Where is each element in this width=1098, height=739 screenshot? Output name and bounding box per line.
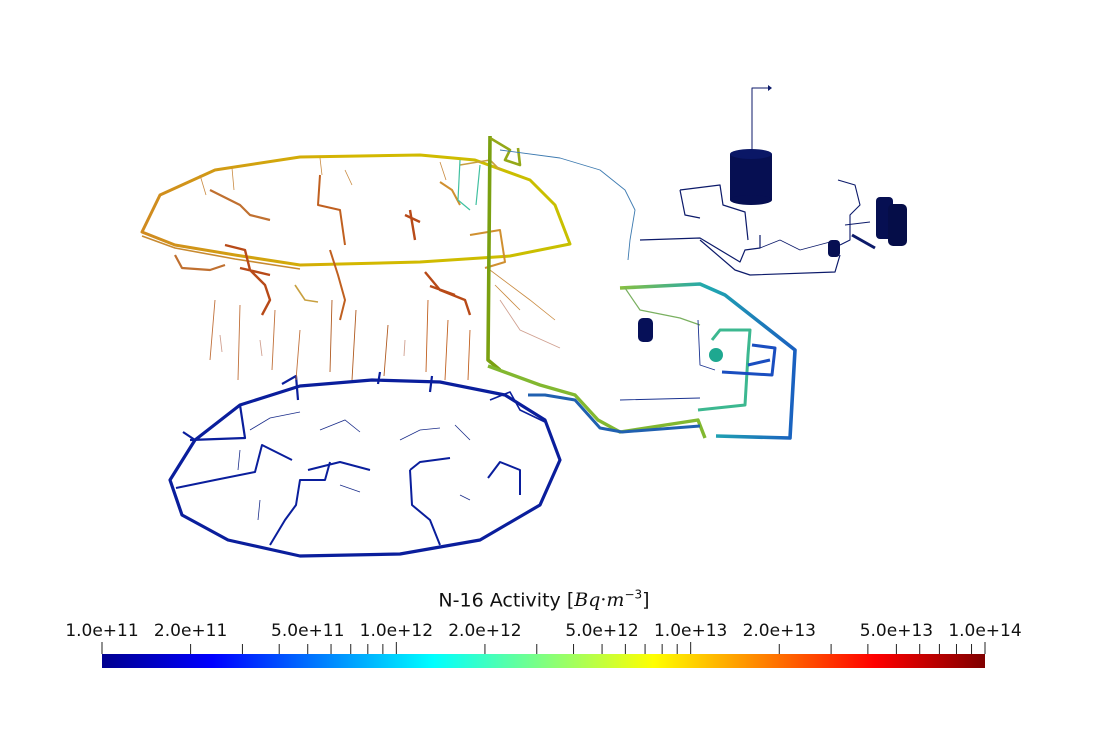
vent-arrow-icon: [768, 85, 772, 91]
colorbar-tick-label: 1.0e+14: [948, 621, 1022, 641]
colorbar-tick-label: 2.0e+12: [448, 621, 522, 641]
riser-pipe: [457, 135, 636, 372]
storage-tank-pair: [828, 197, 907, 257]
lower-ring-piping: [168, 371, 562, 558]
upper-ring-thin-lines: [199, 157, 556, 321]
colorbar-tick-label: 2.0e+13: [742, 621, 816, 641]
core-vertical-channels: [209, 299, 561, 381]
colorbar-tick-label: 5.0e+11: [271, 621, 345, 641]
colorbar-tick-label: 1.0e+12: [359, 621, 434, 641]
small-tank-left: [638, 318, 653, 342]
colorbar-tick-label: 1.0e+11: [65, 621, 139, 641]
colorbar-tick-label: 5.0e+13: [859, 621, 934, 641]
coolant-return-loop: [487, 282, 797, 440]
lower-ring-thin-lines: [237, 411, 471, 521]
storage-tank-large: [730, 149, 772, 205]
colorbar-tick-label: 5.0e+12: [565, 621, 639, 641]
colorbar-tick-label: 2.0e+11: [153, 621, 228, 641]
auxiliary-piping: [639, 87, 876, 276]
colorbar-unit: [Bq·m−3]: [566, 588, 650, 612]
colorbar-quantity: N-16 Activity: [438, 589, 561, 612]
upper-ring-piping: [140, 153, 572, 321]
pump-sphere: [709, 348, 723, 362]
colorbar-title: N-16 Activity [Bq·m−3]: [0, 588, 1088, 611]
colorbar-tick-label: 1.0e+13: [653, 621, 728, 641]
